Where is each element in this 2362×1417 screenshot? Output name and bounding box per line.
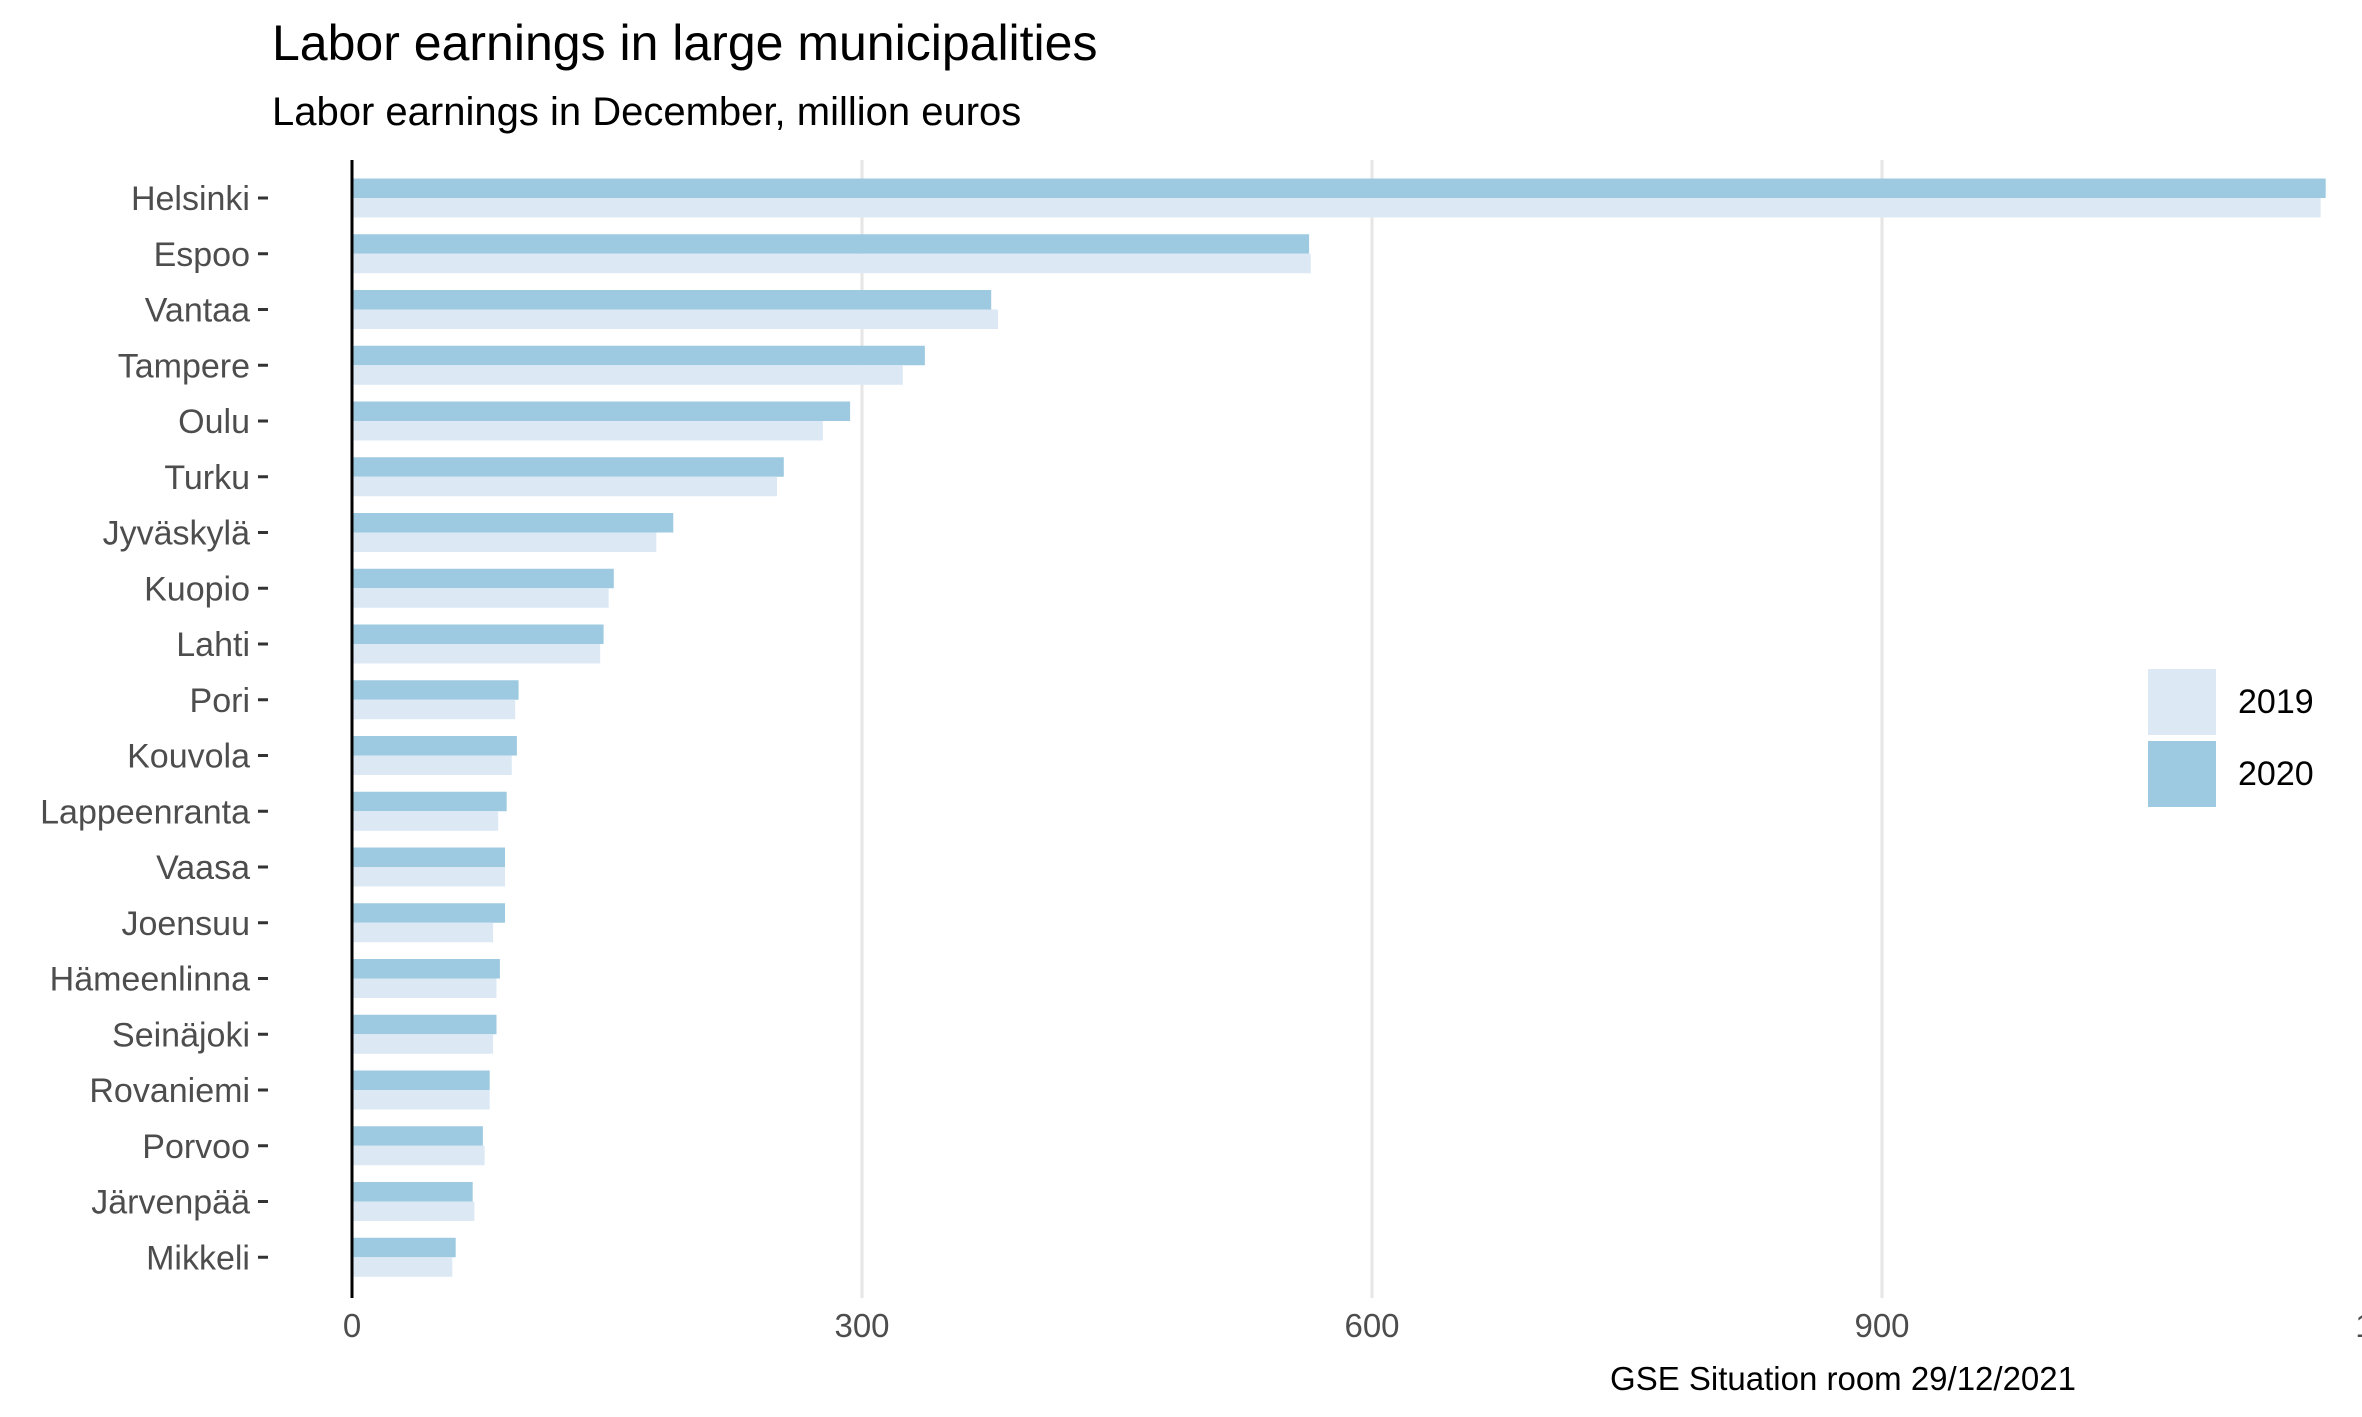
bar-2019-15 [352,1034,494,1054]
bar-2019-3 [352,365,903,385]
bar-2020-1 [352,234,1310,254]
bar-2019-8 [352,644,601,664]
bar-2019-18 [352,1201,475,1221]
bar-2020-19 [352,1237,456,1258]
bar-2019-13 [352,922,494,943]
bar-2020-0 [352,178,2326,198]
y-tick-label-4: Oulu [178,403,250,441]
bar-2020-7 [352,568,614,589]
bar-2020-4 [352,401,851,421]
axes [258,160,354,1298]
bar-2019-0 [352,198,2321,218]
legend-label-2020: 2020 [2238,754,2314,793]
bar-2020-2 [352,290,992,310]
bar-2019-14 [352,978,497,998]
bars [352,178,2326,1277]
bar-2019-4 [352,421,823,441]
x-tick-label-900: 900 [1854,1307,1909,1344]
bar-2019-7 [352,588,609,608]
y-tick-label-3: Tampere [118,347,250,385]
bar-2019-16 [352,1090,490,1110]
bar-2019-5 [352,476,777,497]
y-tick-label-19: Mikkeli [146,1239,250,1277]
grid-lines [860,160,1884,1298]
y-tick-label-11: Lappeenranta [40,793,250,831]
y-tick-label-17: Porvoo [142,1128,250,1166]
legend-key-2019 [2148,669,2216,735]
bar-2020-11 [352,791,507,812]
bar-2020-12 [352,847,505,867]
y-tick-label-2: Vantaa [145,292,250,330]
bar-2020-13 [352,903,505,923]
bar-2019-2 [352,309,998,329]
y-tick-label-15: Seinäjoki [112,1016,250,1054]
chart-title: Labor earnings in large municipalities [272,15,1098,71]
y-tick-label-6: Jyväskylä [103,515,250,553]
y-tick-label-1: Espoo [154,236,250,274]
bar-2020-16 [352,1070,490,1090]
y-tick-label-10: Kouvola [127,738,250,776]
bar-2020-3 [352,345,925,366]
x-tick-label-600: 600 [1344,1307,1399,1344]
bar-2020-18 [352,1182,473,1202]
bar-2019-9 [352,699,516,720]
tick-labels: 0 300 600 900 1200 Helsinki Espoo Vantaa Tampere… [40,180,2362,1344]
bar-2020-15 [352,1014,497,1035]
chart-caption: GSE Situation room 29/12/2021 [1610,1360,2076,1397]
bar-2019-17 [352,1145,485,1166]
chart-subtitle: Labor earnings in December, million euro… [272,90,1022,134]
bar-2020-14 [352,959,500,979]
y-tick-label-16: Rovaniemi [89,1072,250,1110]
bar-2019-1 [352,253,1311,274]
bar-2020-17 [352,1126,483,1146]
bar-2019-11 [352,811,499,831]
legend: 2019 2020 [2148,666,2314,810]
y-tick-label-18: Järvenpää [91,1184,250,1222]
y-tick-label-8: Lahti [176,626,250,664]
bar-2020-6 [352,513,674,533]
bar-2019-19 [352,1257,453,1277]
legend-item-2020: 2020 [2148,738,2314,810]
bar-2019-12 [352,867,505,887]
legend-item-2019: 2019 [2148,666,2314,738]
bar-2020-8 [352,624,604,644]
x-tick-label-0: 0 [343,1307,361,1344]
y-tick-label-0: Helsinki [131,180,250,218]
bar-2019-10 [352,755,512,775]
bar-2020-5 [352,457,784,477]
y-tick-label-7: Kuopio [144,570,250,608]
y-tick-label-5: Turku [164,459,250,497]
x-tick-label-300: 300 [834,1307,889,1344]
x-tick-label-1200: 1200 [2355,1307,2362,1344]
legend-key-2020 [2148,741,2216,807]
legend-label-2019: 2019 [2238,682,2314,721]
y-tick-label-12: Vaasa [156,849,250,887]
y-tick-label-14: Hämeenlinna [50,961,250,999]
bar-2020-10 [352,736,517,756]
y-tick-label-9: Pori [190,682,250,720]
y-tick-label-13: Joensuu [121,905,250,943]
bar-2019-6 [352,532,657,552]
bar-2020-9 [352,680,519,700]
